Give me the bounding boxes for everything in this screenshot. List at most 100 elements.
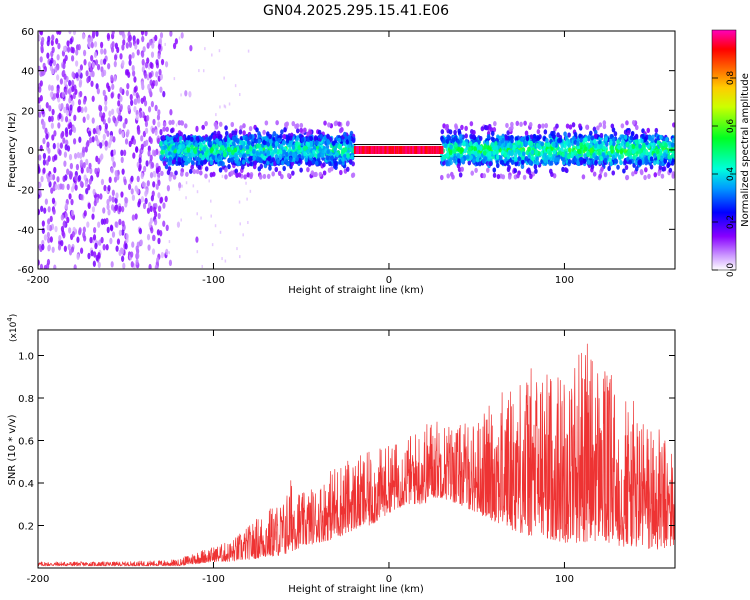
spectrogram-cell bbox=[161, 134, 166, 141]
spectrogram-cell bbox=[74, 174, 78, 182]
spectrogram-cell bbox=[609, 133, 613, 140]
spectrogram-cell bbox=[249, 189, 252, 193]
spectrogram-cell bbox=[549, 160, 554, 166]
spectrogram-cell bbox=[67, 243, 71, 251]
spectrogram-cell bbox=[73, 114, 77, 122]
spectrogram-cell bbox=[308, 160, 313, 166]
spectrogram-cell bbox=[595, 155, 599, 161]
spectrogram-cell bbox=[192, 184, 195, 188]
spectrogram-cell bbox=[104, 140, 108, 147]
spectrogram-cell bbox=[175, 123, 178, 127]
spectrogram-cell bbox=[56, 142, 60, 149]
spectrogram-cell bbox=[66, 216, 70, 224]
spectrogram-cell bbox=[168, 251, 170, 255]
spectrogram-cell bbox=[53, 130, 57, 137]
spectrogram-cell bbox=[351, 137, 356, 144]
spectrogram-cell bbox=[174, 170, 178, 176]
spectrogram-cell bbox=[53, 92, 57, 100]
spectrogram-cell bbox=[476, 144, 481, 150]
spectrogram-cell bbox=[224, 259, 227, 263]
spectrogram-cell bbox=[623, 159, 628, 165]
spectrogram-cell bbox=[655, 148, 660, 155]
spectrogram-cell bbox=[610, 123, 615, 129]
spectrogram-cell bbox=[56, 87, 60, 94]
spectrogram-cell bbox=[185, 139, 189, 145]
spectrogram-cell bbox=[70, 46, 74, 53]
spectrogram-cell bbox=[91, 70, 95, 78]
spectrogram-cell bbox=[127, 104, 131, 112]
spectrogram-cell bbox=[522, 174, 527, 180]
spectrogram-cell bbox=[42, 152, 47, 160]
spectrogram-cell bbox=[72, 31, 77, 36]
spectrogram-cell bbox=[135, 146, 139, 153]
spectrogram-cell bbox=[548, 150, 553, 156]
spectrogram-cell bbox=[532, 137, 536, 144]
spectrogram-cell bbox=[443, 142, 448, 149]
spectrogram-cell bbox=[629, 135, 634, 141]
spectrogram-cell bbox=[524, 130, 529, 136]
x-tick-label: 0 bbox=[386, 574, 392, 585]
spectrogram-cell bbox=[164, 149, 169, 155]
spectrogram-cell bbox=[341, 156, 345, 162]
spectrogram-cell bbox=[449, 144, 453, 150]
spectrogram-cell bbox=[282, 133, 287, 140]
figure-title: GN04.2025.295.15.41.E06 bbox=[263, 3, 449, 19]
spectrogram-cell bbox=[134, 185, 138, 192]
spectrogram-cell bbox=[255, 127, 259, 133]
spectrogram-cell bbox=[51, 34, 55, 41]
spectrogram-cell bbox=[625, 142, 630, 148]
spectrogram-cell bbox=[103, 218, 107, 225]
spectrogram-cell bbox=[650, 137, 655, 144]
spectrogram-cell bbox=[49, 173, 53, 181]
spectrogram-cell bbox=[552, 130, 556, 136]
spectrogram-cell bbox=[250, 141, 255, 147]
spectrogram-cell bbox=[475, 160, 480, 166]
spectrogram-cell bbox=[246, 197, 248, 201]
spectrogram-cell bbox=[224, 174, 228, 180]
spectrogram-cell bbox=[68, 31, 72, 35]
spectrogram-cell bbox=[89, 167, 93, 175]
spectrogram-cell bbox=[633, 147, 637, 153]
spectrogram-cell bbox=[347, 135, 352, 142]
spectrogram-cell bbox=[42, 159, 46, 166]
spectrogram-cell bbox=[121, 44, 125, 51]
spectrogram-cell bbox=[242, 123, 246, 129]
spectrogram-cell bbox=[87, 184, 91, 191]
spectrogram-cell bbox=[188, 91, 192, 98]
x-tick-label: -100 bbox=[202, 275, 225, 286]
spectrogram-cell bbox=[120, 156, 124, 164]
spectrogram-cell bbox=[198, 69, 200, 73]
y-tick-label: 40 bbox=[21, 67, 34, 78]
spectrogram-cell bbox=[300, 137, 305, 143]
spectrogram-cell bbox=[75, 49, 79, 56]
spectrogram-cell bbox=[79, 247, 84, 254]
spectrogram-cell bbox=[542, 153, 546, 159]
spectrogram-cell bbox=[150, 51, 155, 58]
spectrogram-cell bbox=[162, 160, 167, 167]
spectrogram-cell bbox=[41, 227, 45, 234]
spectrogram-cell bbox=[76, 253, 80, 260]
spectrogram-cell bbox=[494, 145, 499, 151]
spectrogram-cell bbox=[123, 178, 127, 186]
spectrogram-cell bbox=[46, 231, 50, 239]
spectrogram-cell bbox=[192, 168, 197, 175]
spectrogram-cell bbox=[39, 263, 44, 269]
spectrogram-cell bbox=[199, 170, 203, 176]
spectrogram-cell bbox=[445, 138, 450, 144]
spectrogram-cell bbox=[95, 196, 99, 204]
spectrogram-cell bbox=[459, 133, 463, 140]
spectrogram-cell bbox=[227, 164, 231, 170]
spectrogram-cell bbox=[579, 142, 584, 148]
spectrogram-cell bbox=[193, 149, 198, 155]
spectrogram-cell bbox=[112, 149, 117, 156]
spectrogram-cell bbox=[236, 247, 238, 251]
spectrogram-cell bbox=[218, 140, 223, 146]
spectrogram-cell bbox=[242, 153, 246, 159]
spectrogram-cell bbox=[280, 129, 284, 135]
spectrogram-cell bbox=[39, 31, 44, 36]
spectrogram-cell bbox=[94, 59, 99, 66]
spectrogram-cell bbox=[552, 149, 557, 155]
spectrogram-cell bbox=[266, 141, 271, 147]
spectrogram-cell bbox=[247, 221, 249, 225]
spectrogram-cell bbox=[66, 183, 70, 191]
